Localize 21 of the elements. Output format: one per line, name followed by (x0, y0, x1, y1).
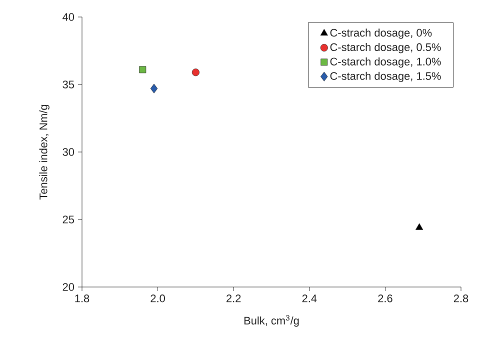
x-tick-label: 1.8 (75, 294, 90, 302)
legend-label: C-starch dosage, 1.0% (330, 57, 441, 68)
y-tick-label: 30 (62, 148, 74, 156)
y-tick-label: 35 (62, 80, 74, 88)
x-tick-label: 2.0 (150, 294, 165, 302)
legend-label: C-starch dosage, 0.5% (330, 43, 441, 54)
x-tick-label: 2.4 (302, 294, 317, 302)
y-tick-label: 40 (62, 13, 74, 21)
point (139, 66, 146, 74)
y-axis-title: Tensile index, Nm/g (39, 104, 50, 200)
y-tick-label: 20 (62, 283, 74, 291)
y-tick-label: 25 (62, 216, 74, 224)
x-tick-label: 2.6 (378, 294, 392, 302)
point (192, 68, 200, 76)
point (150, 84, 158, 94)
point (415, 223, 424, 230)
x-tick-label: 2.2 (226, 294, 241, 302)
legend-label: C-strach dosage, 0% (330, 28, 432, 39)
x-axis-title: Bulk, cm$^{3}$/g (244, 315, 299, 327)
legend-label: C-starch dosage, 1.5% (330, 72, 441, 82)
x-tick-label: 2.8 (454, 294, 468, 302)
